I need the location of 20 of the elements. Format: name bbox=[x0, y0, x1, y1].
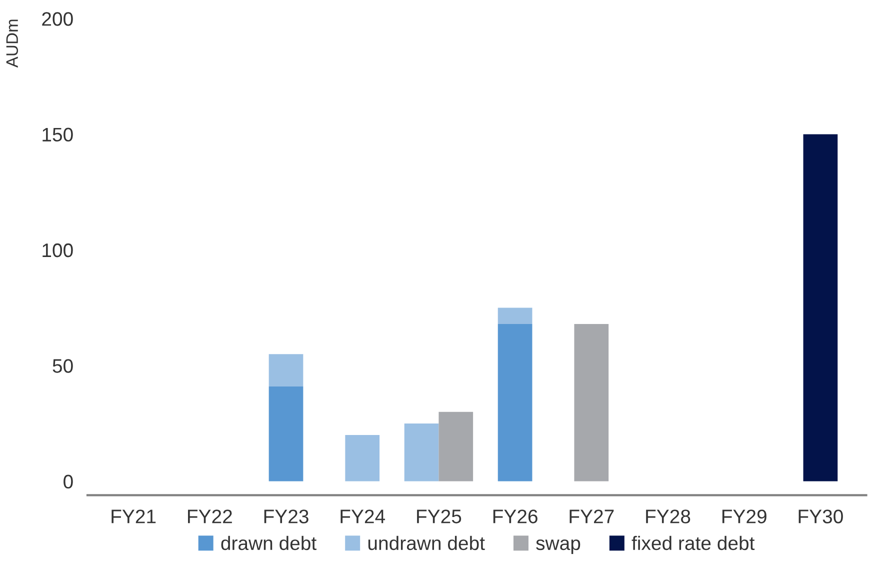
x-tick-label: FY22 bbox=[188, 510, 232, 524]
y-tick-label: 0 bbox=[64, 474, 73, 489]
legend-label: fixed rate debt bbox=[632, 536, 755, 550]
x-tick-label: FY26 bbox=[493, 510, 538, 524]
x-tick-label: FY23 bbox=[264, 510, 308, 524]
x-tick-label: FY29 bbox=[722, 510, 766, 524]
x-tick-label: FY27 bbox=[570, 510, 614, 524]
x-tick-label: FY28 bbox=[646, 510, 690, 524]
legend-label: undrawn debt bbox=[368, 536, 485, 550]
y-axis-title: AUDm bbox=[6, 20, 18, 68]
x-tick-label: FY24 bbox=[340, 510, 386, 524]
legend-label: drawn debt bbox=[221, 536, 316, 550]
y-tick-label: 100 bbox=[42, 243, 73, 258]
x-tick-label: FY21 bbox=[112, 510, 156, 524]
y-tick-label: 50 bbox=[52, 359, 73, 373]
y-tick-label: 200 bbox=[42, 12, 73, 26]
legend-label: swap bbox=[536, 539, 580, 554]
x-tick-label: FY30 bbox=[798, 510, 843, 524]
x-tick-label: FY25 bbox=[417, 510, 462, 524]
y-tick-label: 150 bbox=[42, 128, 73, 142]
